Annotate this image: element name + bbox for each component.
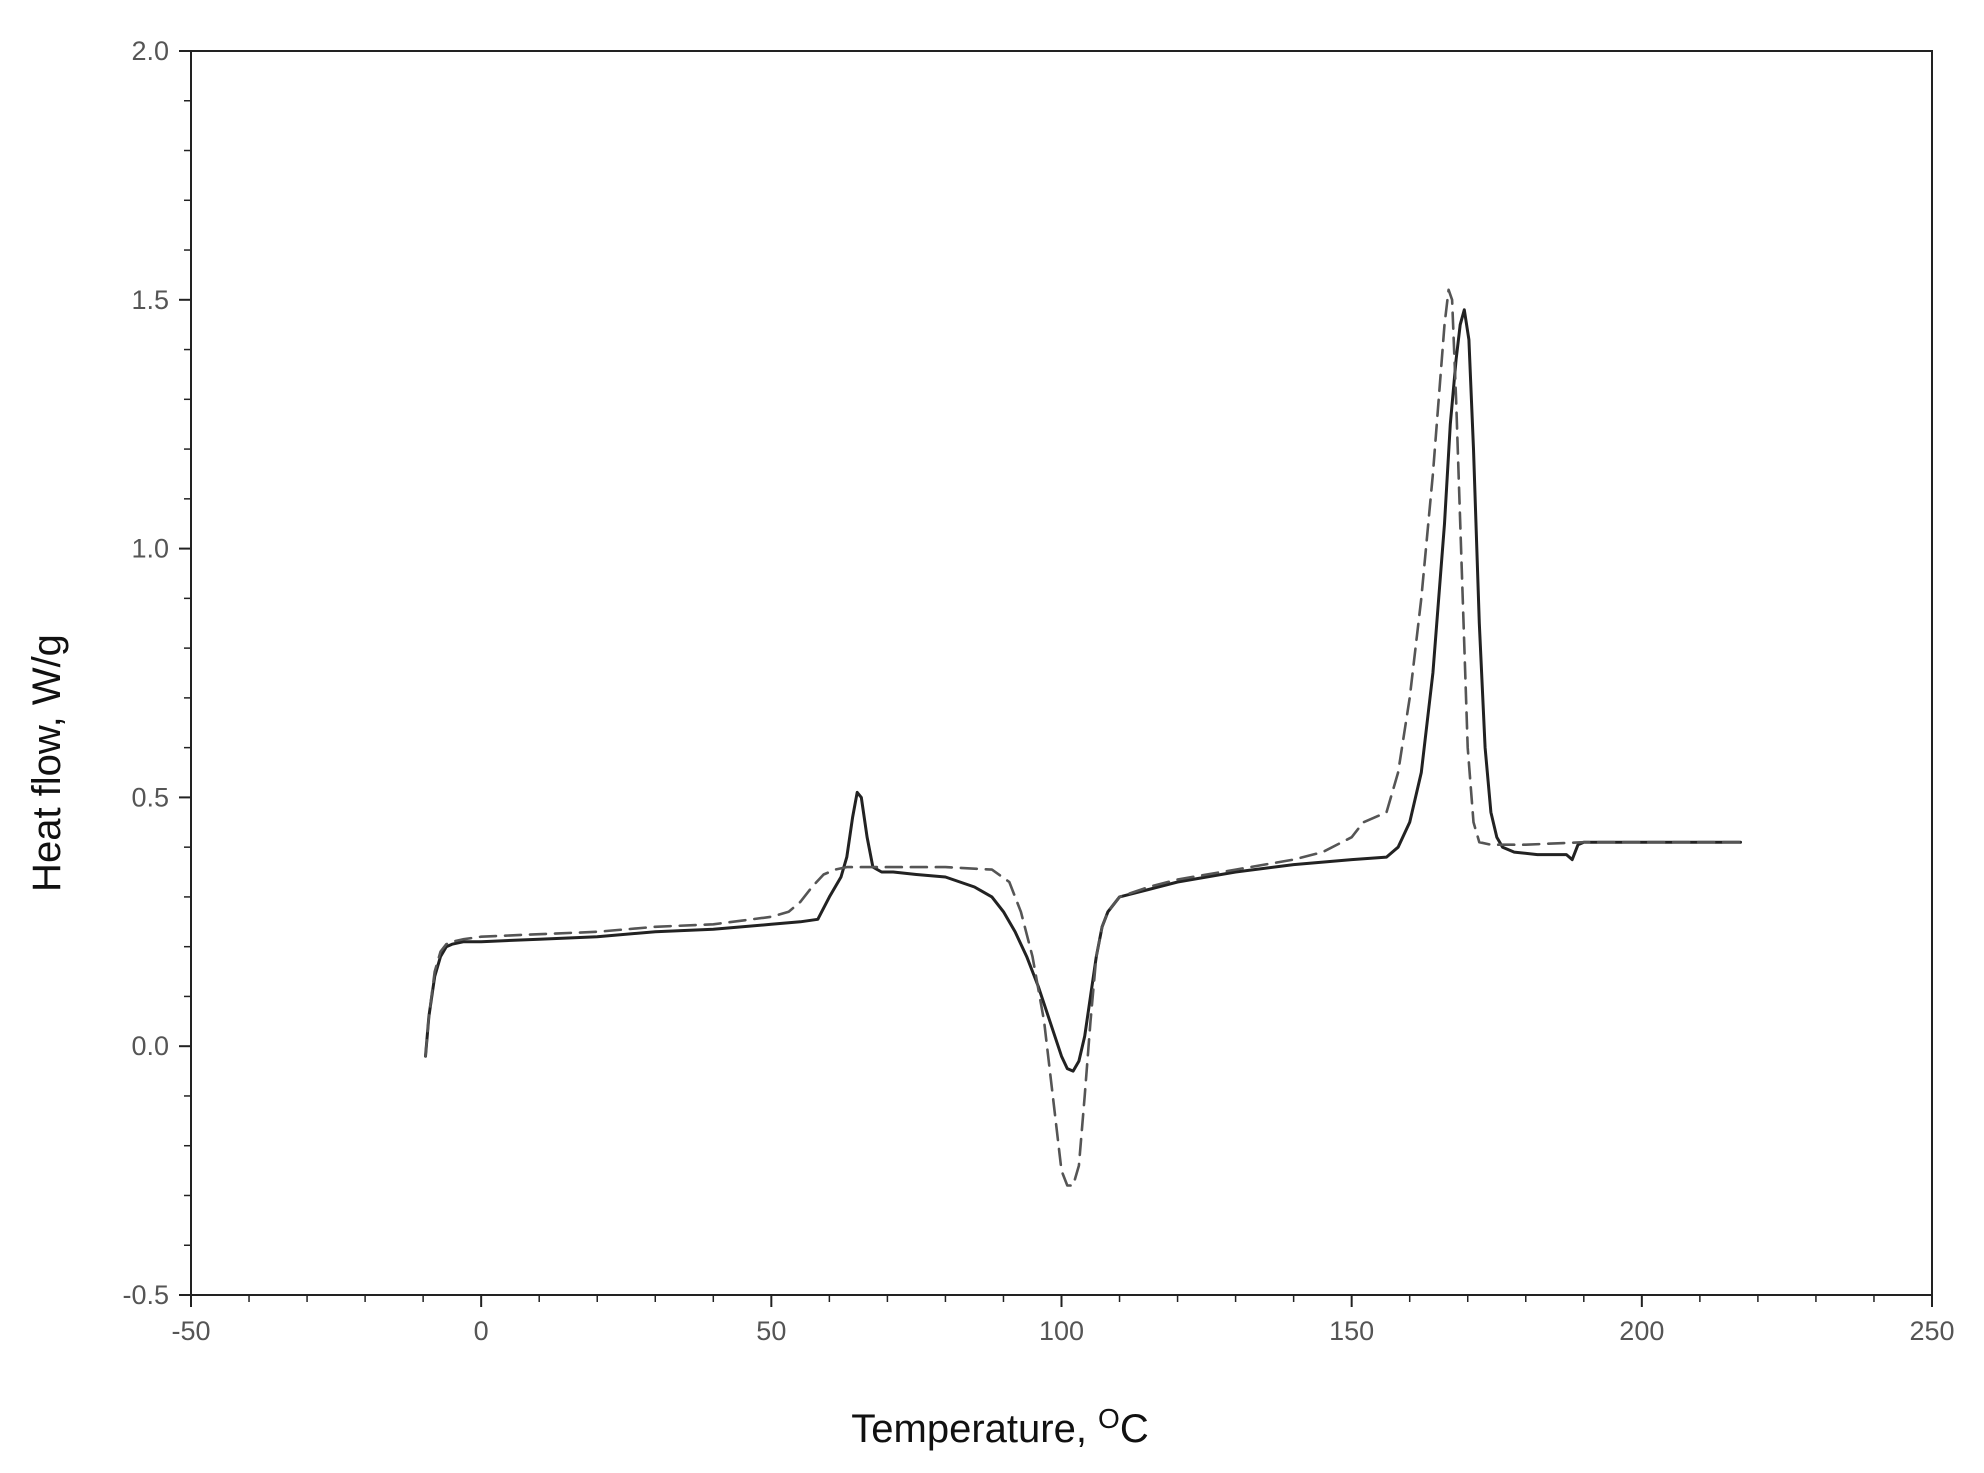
- y-ticks: -0.5 0.0 0.5 1.0 1.5 2.0: [122, 36, 191, 1310]
- x-tick-label: 200: [1619, 1316, 1664, 1346]
- x-ticks: -50 0 50 100 150 200 250: [171, 1295, 1955, 1346]
- x-tick-label: 150: [1329, 1316, 1374, 1346]
- x-axis-title: Temperature, OC: [851, 1403, 1148, 1451]
- x-axis-title-text: Temperature,: [851, 1407, 1098, 1451]
- x-axis-unit-superscript: O: [1098, 1403, 1120, 1434]
- y-tick-label: 2.0: [131, 36, 169, 66]
- y-tick-label: 0.5: [131, 782, 169, 812]
- y-tick-label: 0.0: [131, 1031, 169, 1061]
- x-tick-label: 250: [1909, 1316, 1954, 1346]
- dashed-series-line: [424, 288, 1742, 1187]
- y-axis-title: Heat flow, W/g: [25, 634, 69, 892]
- y-tick-label: -0.5: [122, 1280, 169, 1310]
- plot-frame: [190, 50, 1933, 1296]
- y-tick-label: 1.0: [131, 534, 169, 564]
- x-tick-label: 100: [1039, 1316, 1084, 1346]
- x-tick-label: -50: [171, 1316, 210, 1346]
- y-tick-label: 1.5: [131, 285, 169, 315]
- x-tick-label: 50: [756, 1316, 786, 1346]
- solid-series-line: [424, 308, 1742, 1073]
- x-axis-unit: C: [1120, 1407, 1149, 1451]
- x-tick-label: 0: [474, 1316, 489, 1346]
- series-lines: [424, 288, 1742, 1187]
